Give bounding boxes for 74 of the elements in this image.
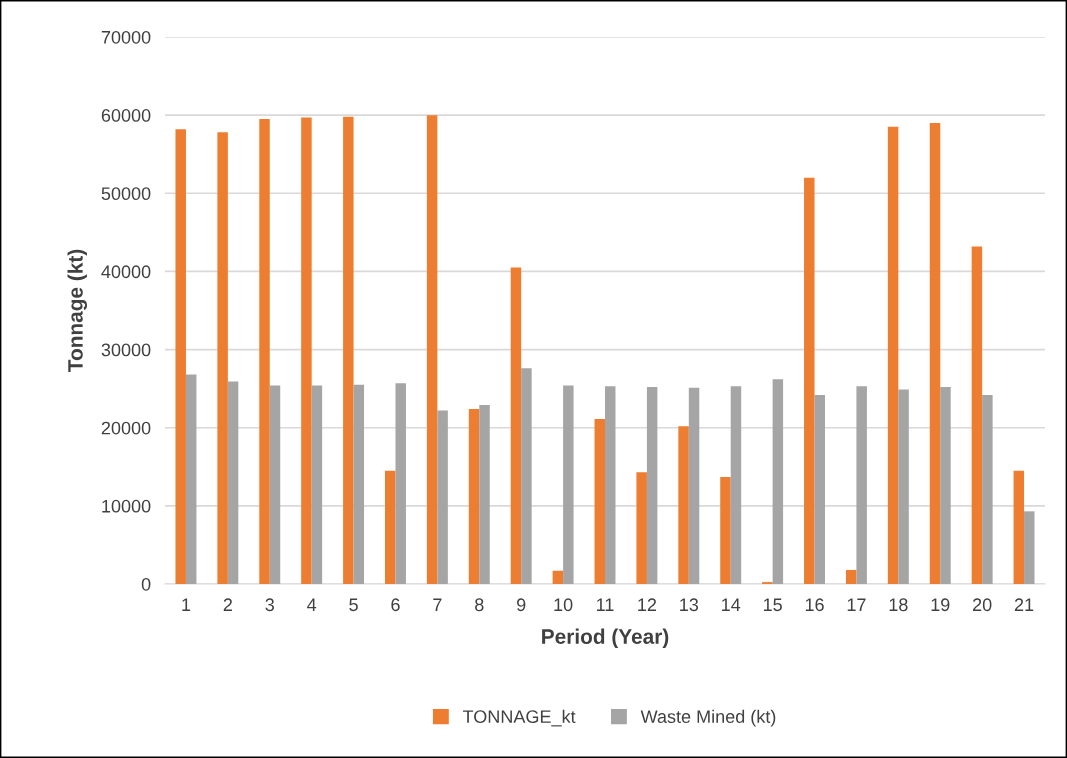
x-tick-label: 3 bbox=[265, 598, 274, 612]
bar bbox=[730, 386, 742, 584]
x-tick-label: 16 bbox=[805, 598, 824, 612]
legend-label: Waste Mined (kt) bbox=[640, 709, 776, 727]
x-tick-label: 19 bbox=[931, 598, 950, 612]
bar bbox=[175, 129, 186, 584]
bar bbox=[269, 385, 281, 584]
y-tick-label: 20000 bbox=[101, 421, 151, 435]
bar bbox=[479, 405, 490, 584]
x-tick-label: 2 bbox=[223, 598, 232, 611]
y-tick-label: 50000 bbox=[101, 187, 151, 201]
x-tick-label: 4 bbox=[307, 598, 317, 611]
x-tick-label: 17 bbox=[847, 598, 866, 611]
x-axis-title: Period (Year) bbox=[542, 628, 669, 649]
bar bbox=[343, 116, 354, 584]
x-tick-label: 5 bbox=[349, 598, 358, 612]
bar bbox=[772, 379, 784, 584]
x-tick-label: 7 bbox=[433, 598, 442, 611]
x-tick-label: 21 bbox=[1014, 598, 1034, 611]
bar bbox=[185, 374, 197, 584]
bar bbox=[605, 386, 616, 584]
y-axis-title: Tonnage (kt) bbox=[67, 249, 88, 372]
x-tick-label: 6 bbox=[391, 598, 400, 612]
bar bbox=[385, 470, 396, 584]
bar bbox=[898, 389, 909, 584]
y-tick-label: 10000 bbox=[102, 499, 151, 513]
bar bbox=[468, 408, 480, 584]
legend-label: TONNAGE_kt bbox=[462, 709, 576, 727]
bar bbox=[982, 394, 993, 584]
bar bbox=[259, 119, 270, 584]
bar bbox=[688, 387, 700, 584]
bar bbox=[971, 246, 983, 584]
bar bbox=[845, 569, 857, 584]
x-tick-label: 11 bbox=[597, 598, 614, 611]
bar bbox=[940, 387, 951, 584]
bar bbox=[804, 177, 815, 584]
y-tick-label: 0 bbox=[141, 577, 151, 591]
bar bbox=[887, 126, 899, 584]
bar bbox=[437, 410, 448, 584]
x-tick-label: 1 bbox=[182, 598, 191, 611]
x-tick-label: 15 bbox=[763, 598, 782, 612]
bar bbox=[311, 385, 323, 584]
bar bbox=[646, 387, 658, 584]
bar bbox=[563, 385, 574, 584]
x-tick-label: 18 bbox=[889, 598, 908, 612]
bar bbox=[353, 384, 365, 584]
x-tick-label: 20 bbox=[973, 598, 992, 612]
y-tick-label: 70000 bbox=[101, 30, 151, 44]
y-tick-label: 60000 bbox=[101, 109, 151, 122]
bar bbox=[301, 117, 312, 584]
x-tick-label: 14 bbox=[722, 598, 741, 611]
bar bbox=[636, 472, 647, 584]
x-tick-label: 10 bbox=[554, 598, 573, 612]
bar bbox=[720, 476, 731, 584]
bar bbox=[521, 368, 532, 584]
x-tick-label: 8 bbox=[475, 598, 484, 612]
x-tick-label: 12 bbox=[638, 598, 657, 611]
bar bbox=[594, 419, 605, 584]
bar bbox=[552, 570, 564, 584]
y-tick-label: 30000 bbox=[101, 343, 151, 357]
bar bbox=[1024, 511, 1035, 584]
bar bbox=[856, 386, 867, 584]
bar bbox=[227, 381, 239, 584]
x-tick-label: 9 bbox=[517, 598, 526, 612]
bar bbox=[217, 132, 228, 584]
y-tick-label: 40000 bbox=[101, 265, 151, 279]
x-tick-label: 13 bbox=[680, 598, 699, 612]
bar bbox=[678, 426, 689, 584]
bar bbox=[814, 394, 825, 584]
bar bbox=[395, 383, 406, 584]
bar bbox=[1013, 470, 1025, 584]
bar bbox=[510, 267, 522, 584]
bar bbox=[426, 115, 438, 584]
bar bbox=[929, 122, 941, 584]
